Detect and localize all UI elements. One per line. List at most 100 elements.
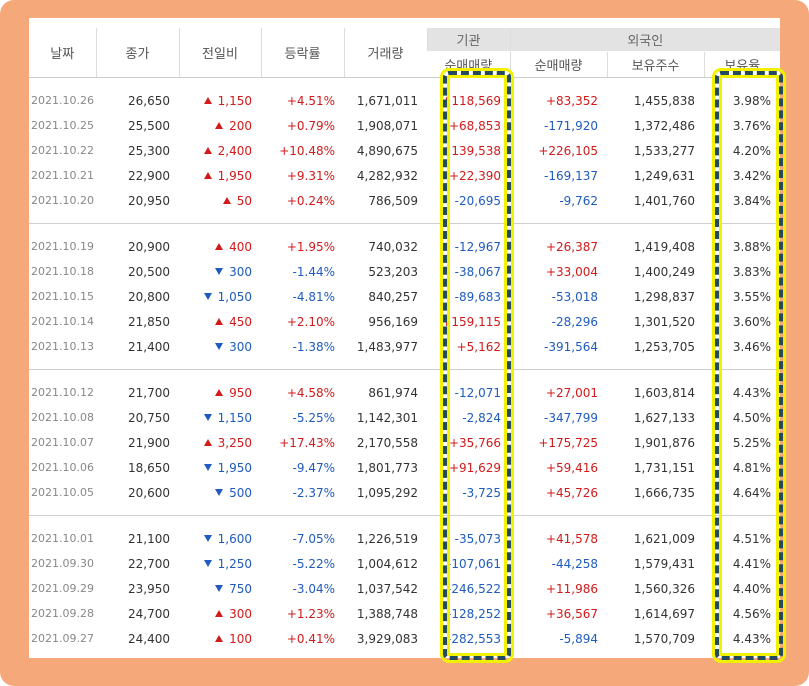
cell-date: 2021.10.25 (31, 119, 94, 132)
cell-foreign-net: +11,986 (545, 581, 598, 596)
triangle-up-icon (215, 242, 224, 250)
change-value: 3,250 (217, 435, 252, 450)
cell-change: 750 (179, 576, 261, 601)
cell-change: 1,250 (179, 551, 261, 576)
cell-volume: 740,032 (368, 239, 418, 254)
cell-change: 1,600 (179, 526, 261, 551)
cell-rate: +0.79% (286, 118, 335, 133)
table-row: 2021.10.18 20,500 300 -1.44% 523,203 -38,067 +… (29, 259, 780, 284)
cell-date: 2021.10.20 (31, 194, 94, 207)
cell-rate: -3.04% (292, 581, 335, 596)
table-row: 2021.10.21 22,900 1,950 +9.31% 4,282,932 +22,… (29, 163, 780, 188)
cell-volume: 1,142,301 (356, 410, 418, 425)
cell-foreign-net: +45,726 (545, 485, 598, 500)
triangle-down-icon (215, 342, 224, 350)
triangle-up-icon (203, 146, 212, 154)
table-row: 2021.10.15 20,800 1,050 -4.81% 840,257 -89,68… (29, 284, 780, 309)
cell-foreign-ratio: 3.76% (732, 118, 772, 133)
change-value: 500 (229, 485, 252, 500)
cell-volume: 956,169 (368, 314, 418, 329)
cell-change: 300 (179, 601, 261, 626)
cell-foreign-holdings: 1,621,009 (633, 531, 695, 546)
table-row: 2021.10.26 26,650 1,150 +4.51% 1,671,011 +118… (29, 88, 780, 113)
table-body: 2021.10.26 26,650 1,150 +4.51% 1,671,011 +118… (29, 78, 780, 658)
cell-institution-net: +35,766 (448, 435, 501, 450)
cell-volume: 1,483,977 (356, 339, 418, 354)
cell-close: 21,850 (128, 314, 170, 329)
change-value: 400 (229, 239, 252, 254)
triangle-down-icon (215, 267, 224, 275)
cell-date: 2021.10.19 (31, 240, 94, 253)
cell-close: 21,700 (128, 385, 170, 400)
cell-date: 2021.10.15 (31, 290, 94, 303)
cell-foreign-holdings: 1,901,876 (633, 435, 695, 450)
cell-rate: -9.47% (292, 460, 335, 475)
cell-institution-net: -38,067 (454, 264, 501, 279)
change-value: 300 (229, 264, 252, 279)
cell-close: 18,650 (128, 460, 170, 475)
cell-change: 50 (179, 188, 261, 213)
cell-volume: 1,801,773 (356, 460, 418, 475)
change-value: 1,600 (217, 531, 252, 546)
cell-date: 2021.10.21 (31, 169, 94, 182)
cell-institution-net: -12,071 (454, 385, 501, 400)
change-value: 1,150 (217, 410, 252, 425)
cell-foreign-ratio: 4.41% (732, 556, 772, 571)
change-value: 1,250 (217, 556, 252, 571)
cell-close: 21,900 (128, 435, 170, 450)
cell-rate: +4.58% (286, 385, 335, 400)
header-institution-group: 기관 (426, 28, 510, 52)
cell-institution-net: -89,683 (454, 289, 501, 304)
cell-rate: -7.05% (292, 531, 335, 546)
cell-close: 21,400 (128, 339, 170, 354)
cell-date: 2021.10.12 (31, 386, 94, 399)
cell-volume: 1,671,011 (356, 93, 418, 108)
cell-foreign-holdings: 1,455,838 (633, 93, 695, 108)
cell-foreign-net: -391,564 (544, 339, 598, 354)
cell-institution-net: -128,252 (447, 606, 501, 621)
cell-institution-net: -246,522 (447, 581, 501, 596)
cell-foreign-ratio: 3.60% (732, 314, 772, 329)
triangle-up-icon (203, 438, 212, 446)
cell-close: 25,300 (128, 143, 170, 158)
cell-change: 950 (179, 380, 261, 405)
cell-close: 26,650 (128, 93, 170, 108)
cell-foreign-ratio: 3.83% (732, 264, 772, 279)
cell-close: 20,500 (128, 264, 170, 279)
cell-volume: 4,890,675 (356, 143, 418, 158)
triangle-up-icon (222, 196, 231, 204)
cell-foreign-holdings: 1,372,486 (633, 118, 695, 133)
cell-foreign-holdings: 1,401,760 (633, 193, 695, 208)
cell-foreign-ratio: 4.51% (732, 531, 772, 546)
header-foreign-holdings: 보유주수 (606, 51, 704, 78)
header-close: 종가 (95, 28, 179, 78)
cell-institution-net: -107,061 (447, 556, 501, 571)
cell-foreign-holdings: 1,253,705 (633, 339, 695, 354)
triangle-up-icon (215, 317, 224, 325)
cell-foreign-ratio: 3.88% (732, 239, 772, 254)
cell-foreign-holdings: 1,579,431 (633, 556, 695, 571)
cell-volume: 1,388,748 (356, 606, 418, 621)
triangle-down-icon (215, 584, 224, 592)
cell-foreign-net: +83,352 (545, 93, 598, 108)
cell-foreign-holdings: 1,533,277 (633, 143, 695, 158)
cell-volume: 1,908,071 (356, 118, 418, 133)
table-row: 2021.10.13 21,400 300 -1.38% 1,483,977 +5,162… (29, 334, 780, 359)
cell-foreign-net: -169,137 (544, 168, 598, 183)
cell-foreign-net: -9,762 (559, 193, 598, 208)
cell-close: 20,900 (128, 239, 170, 254)
triangle-up-icon (203, 171, 212, 179)
cell-volume: 2,170,558 (356, 435, 418, 450)
header-foreign-net: 순매매량 (509, 51, 607, 78)
cell-foreign-net: +41,578 (545, 531, 598, 546)
cell-foreign-holdings: 1,419,408 (633, 239, 695, 254)
cell-change: 400 (179, 234, 261, 259)
table-row: 2021.10.05 20,600 500 -2.37% 1,095,292 -3,725… (29, 480, 780, 505)
change-value: 1,150 (217, 93, 252, 108)
cell-rate: -5.22% (292, 556, 335, 571)
cell-foreign-ratio: 4.81% (732, 460, 772, 475)
header-change: 전일비 (178, 28, 261, 78)
cell-foreign-net: +175,725 (538, 435, 598, 450)
cell-foreign-holdings: 1,249,631 (633, 168, 695, 183)
